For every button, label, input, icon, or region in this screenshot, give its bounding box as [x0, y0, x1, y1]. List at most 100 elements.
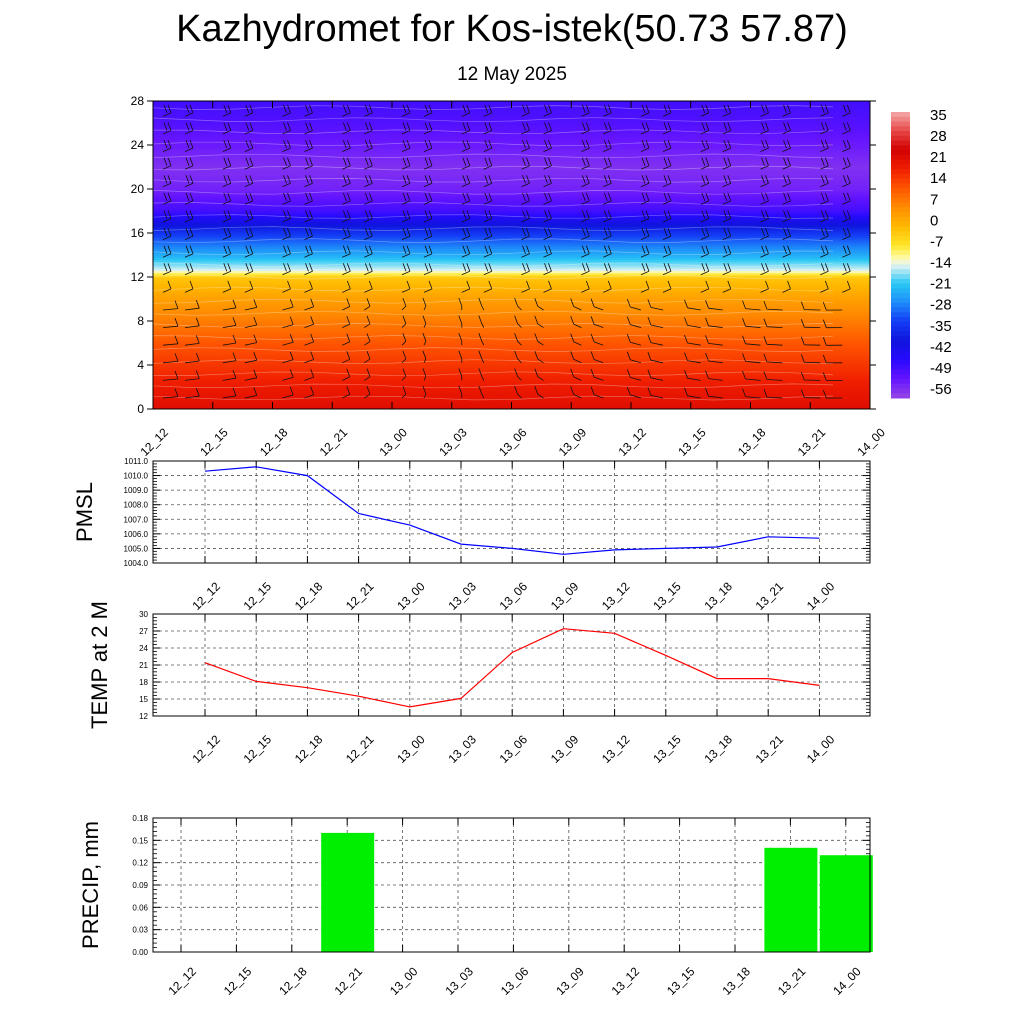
heat-band	[153, 153, 870, 157]
y-tick-label: 1005.0	[124, 544, 149, 553]
heat-band	[153, 248, 870, 252]
wind-barb	[662, 139, 672, 152]
wind-barb	[521, 175, 530, 188]
x-tick-label: 12_18	[257, 425, 291, 459]
wind-barb	[401, 350, 407, 364]
wind-barb	[483, 139, 493, 152]
wind-barb	[461, 280, 471, 293]
heat-band	[153, 202, 870, 205]
wind-barb	[222, 245, 232, 258]
wind-barb	[722, 139, 732, 152]
wind-barb	[222, 263, 232, 276]
heat-contour	[153, 371, 834, 377]
heat-band	[153, 162, 870, 166]
precip-panel: 0.00 0.03 0.06 0.09 0.12 0.15 0.18 12_12 12_15 12…	[78, 814, 873, 998]
heat-contour	[153, 189, 834, 195]
wind-barb	[162, 300, 179, 311]
wind-barb	[842, 104, 851, 117]
heat-contour	[153, 117, 834, 123]
colorbar-segment	[891, 302, 910, 308]
wind-barb	[514, 350, 522, 364]
heat-band	[153, 283, 870, 287]
x-tick-label: 12_12	[189, 732, 223, 766]
heat-band	[153, 118, 870, 122]
wind-barb	[626, 298, 642, 311]
wind-barb	[304, 104, 313, 117]
y-tick-label: 27	[139, 627, 148, 636]
y-tick-label: 0.18	[132, 814, 148, 823]
heat-band	[153, 112, 870, 115]
heat-band	[153, 160, 870, 164]
colorbar-segment	[891, 364, 910, 370]
colorbar-segment	[891, 255, 910, 261]
colorbar-label: -14	[930, 255, 952, 272]
heat-band	[153, 321, 870, 324]
y-axis-label: PMSL	[72, 482, 97, 542]
heat-band	[153, 158, 870, 161]
x-tick-label: 13_18	[719, 964, 753, 998]
colorbar-label: 0	[930, 212, 938, 229]
wind-barb	[422, 368, 427, 381]
wind-barb	[222, 139, 232, 152]
wind-barb	[282, 139, 291, 152]
wind-barb	[603, 280, 612, 293]
heat-band	[153, 169, 870, 172]
x-tick-label: 13_06	[497, 579, 531, 613]
colorbar-segment	[891, 393, 910, 399]
wind-barb	[822, 319, 843, 329]
heat-band	[153, 294, 870, 298]
y-axis-label: PRECIP, mm	[78, 821, 103, 949]
wind-barb	[478, 315, 485, 328]
x-tick-label: 13_12	[599, 732, 633, 766]
wind-barb	[342, 227, 351, 240]
heat-band	[153, 316, 870, 320]
wind-barb	[423, 210, 433, 223]
heat-band	[153, 266, 870, 269]
wind-barb	[820, 210, 829, 223]
colorbar-segment	[891, 116, 910, 123]
wind-barb	[364, 122, 373, 135]
heat-band	[153, 318, 870, 322]
wind-barb	[461, 104, 471, 117]
wind-barb	[282, 157, 291, 170]
colorbar-segment	[891, 250, 910, 256]
wind-barb	[478, 350, 485, 363]
wind-barb	[521, 280, 530, 293]
wind-barb	[626, 369, 642, 381]
x-tick-label: 13_00	[394, 579, 428, 613]
wind-barb	[742, 353, 761, 364]
wind-barb	[640, 157, 650, 170]
wind-barb	[461, 157, 471, 170]
wind-barb	[543, 122, 552, 135]
heat-contour	[153, 347, 834, 352]
wind-barb	[760, 263, 769, 276]
heat-band	[153, 206, 870, 210]
wind-barb	[684, 299, 701, 311]
y-tick-label: 0.15	[132, 836, 148, 845]
wind-barb	[521, 139, 530, 152]
wind-barb	[184, 245, 194, 258]
wind-barb	[401, 175, 411, 188]
wind-barb	[282, 122, 291, 135]
wind-barb	[521, 192, 530, 205]
wind-barb	[626, 386, 642, 399]
wind-barb	[282, 280, 291, 293]
wind-barb	[282, 210, 291, 223]
wind-barb	[581, 104, 590, 117]
colorbar-segment	[891, 202, 910, 208]
wind-barb	[782, 157, 791, 170]
wind-barb	[184, 280, 194, 293]
wind-barb	[364, 210, 373, 223]
wind-barb	[822, 337, 843, 346]
heat-band	[153, 257, 870, 260]
heat-contour	[153, 310, 834, 316]
heat-band	[153, 142, 870, 146]
heat-contour	[153, 202, 834, 207]
wind-barb	[282, 245, 291, 258]
wind-barb	[244, 263, 254, 276]
heat-contour	[153, 286, 834, 292]
colorbar-segment	[891, 297, 910, 304]
wind-barb	[478, 297, 485, 311]
heat-band	[153, 272, 870, 276]
x-tick-label: 13_21	[775, 964, 809, 998]
